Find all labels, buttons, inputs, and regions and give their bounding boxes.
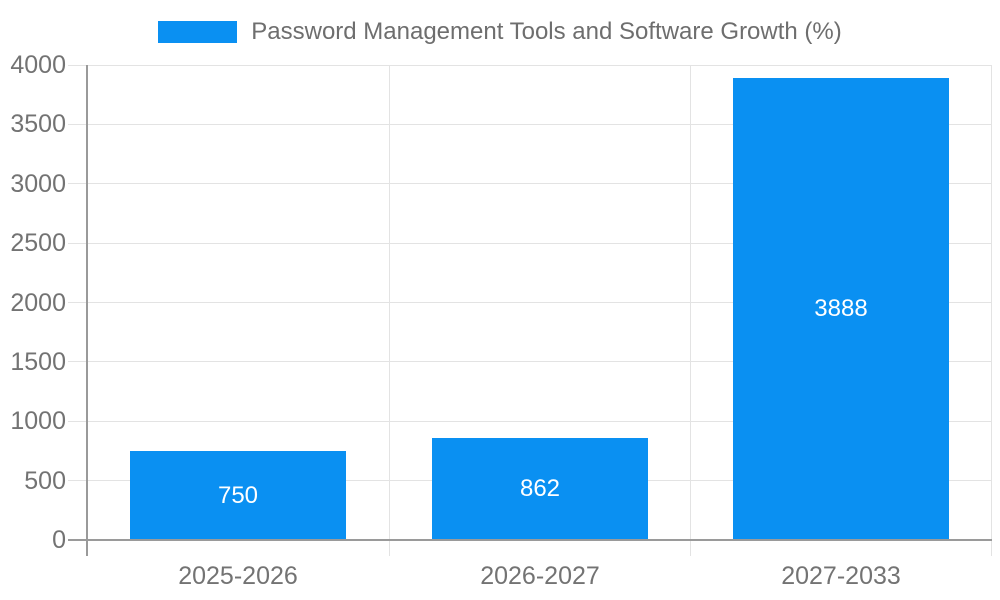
- plot-right-border: [991, 65, 992, 556]
- bar-value-label: 750: [217, 481, 259, 509]
- y-grid-line: [68, 243, 992, 244]
- y-tick-label: 500: [24, 467, 66, 495]
- y-tick-label: 1000: [10, 407, 66, 435]
- legend-label: Password Management Tools and Software G…: [251, 18, 842, 45]
- y-grid-line: [68, 65, 992, 66]
- category-separator-line: [690, 65, 691, 556]
- bar-2027-2033[interactable]: 3888: [733, 78, 949, 540]
- x-tick-label: 2027-2033: [781, 562, 901, 590]
- x-tick-label: 2025-2026: [178, 562, 298, 590]
- y-tick-label: 3500: [10, 110, 66, 138]
- y-grid-line: [68, 183, 992, 184]
- y-grid-line: [68, 421, 992, 422]
- y-grid-line: [68, 361, 992, 362]
- legend-swatch[interactable]: [158, 21, 238, 43]
- bar-value-label: 862: [519, 475, 561, 502]
- x-axis-line: [68, 539, 992, 541]
- y-tick-label: 3000: [10, 170, 66, 198]
- y-axis-line: [86, 65, 88, 556]
- y-grid-line: [68, 302, 992, 303]
- y-tick-label: 0: [52, 526, 66, 554]
- bar-2025-2026[interactable]: 750: [130, 451, 346, 540]
- y-grid-line: [68, 124, 992, 125]
- bar-2026-2027[interactable]: 862: [432, 438, 648, 540]
- x-tick-label: 2026-2027: [480, 562, 600, 590]
- y-tick-label: 1500: [10, 348, 66, 376]
- category-separator-line: [389, 65, 390, 556]
- y-tick-label: 2000: [10, 289, 66, 317]
- y-tick-label: 2500: [10, 229, 66, 257]
- bar-value-label: 3888: [814, 295, 868, 322]
- y-tick-label: 4000: [10, 51, 66, 79]
- legend[interactable]: Password Management Tools and Software G…: [0, 19, 1000, 45]
